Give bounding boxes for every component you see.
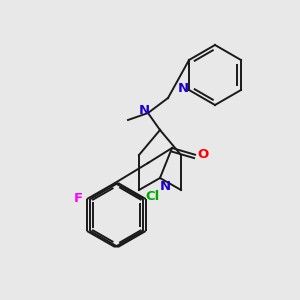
Text: Cl: Cl (146, 190, 160, 203)
Text: F: F (74, 193, 82, 206)
Text: O: O (197, 148, 208, 161)
Text: N: N (159, 179, 171, 193)
Text: N: N (138, 104, 150, 118)
Text: N: N (178, 82, 189, 94)
